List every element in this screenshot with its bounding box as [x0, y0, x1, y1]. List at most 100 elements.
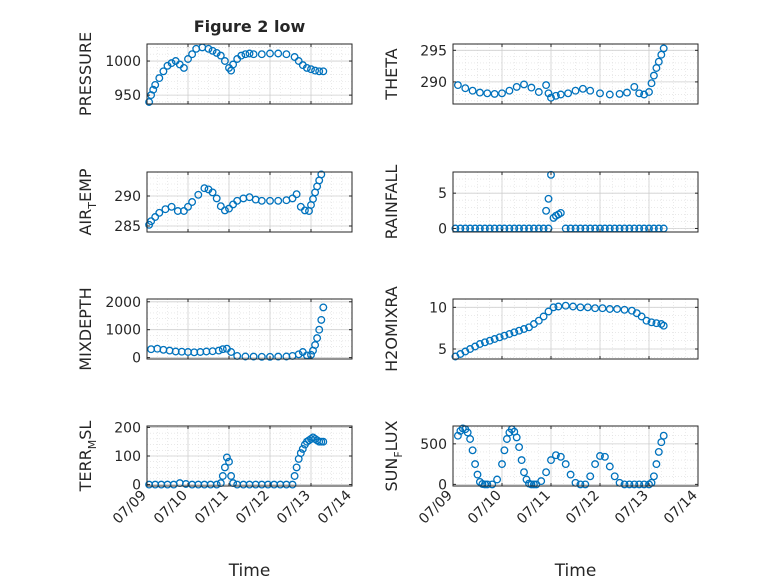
y-tick-label: 0 — [132, 478, 141, 494]
data-point — [274, 352, 283, 361]
y-tick-label: 0 — [438, 221, 447, 237]
data-point — [649, 472, 658, 481]
axes-box — [452, 425, 699, 487]
y-tick-label: 100 — [114, 449, 141, 465]
y-tick-label: 290 — [420, 75, 447, 91]
data-point — [561, 460, 570, 469]
data-point — [537, 477, 546, 486]
data-point — [657, 438, 666, 447]
data-point — [167, 59, 176, 68]
data-point — [257, 196, 266, 205]
data-point — [151, 213, 160, 221]
data-point — [288, 194, 297, 203]
data-point — [620, 480, 629, 489]
data-point — [642, 316, 651, 325]
data-point — [561, 301, 570, 310]
data-point — [151, 80, 160, 89]
data-point — [630, 82, 639, 91]
data-point — [227, 472, 236, 480]
data-point — [495, 333, 504, 342]
data-point — [204, 44, 213, 53]
data-point — [317, 170, 326, 179]
data-point — [480, 480, 489, 489]
data-point — [237, 51, 246, 60]
data-point — [591, 460, 600, 469]
data-point — [569, 302, 577, 311]
data-point — [220, 206, 229, 215]
data-point — [581, 480, 590, 489]
data-point — [473, 470, 482, 479]
data-point — [551, 451, 560, 460]
data-point — [315, 67, 324, 76]
data-point — [659, 44, 668, 53]
y-axis-label: H2OMIXRA — [382, 286, 401, 372]
axes-box — [146, 298, 353, 360]
data-point — [659, 321, 668, 330]
data-point — [319, 67, 328, 76]
data-point — [212, 194, 221, 203]
y-tick-label: 0 — [132, 351, 141, 367]
data-point — [500, 446, 509, 455]
data-point — [647, 79, 656, 88]
data-point — [468, 86, 477, 95]
data-point — [551, 91, 560, 100]
axes-box — [146, 171, 353, 233]
data-point — [542, 468, 551, 477]
data-point — [547, 456, 555, 465]
data-point — [635, 480, 644, 489]
y-axis-label: THETA — [382, 48, 401, 100]
data-point — [505, 86, 514, 95]
data-point — [298, 444, 307, 453]
data-point — [512, 82, 521, 91]
data-point — [556, 452, 565, 461]
data-point — [520, 325, 528, 333]
data-point — [292, 190, 301, 199]
data-point — [288, 480, 297, 489]
data-point — [315, 325, 324, 334]
data-point — [475, 88, 484, 97]
y-axis-label: RAINFALL — [382, 165, 401, 240]
data-point — [485, 336, 494, 345]
data-point — [241, 50, 250, 59]
y-tick-label: 295 — [420, 43, 447, 59]
data-point — [512, 433, 521, 442]
data-point — [266, 196, 274, 205]
data-point — [488, 480, 497, 489]
y-tick-label: 950 — [114, 88, 141, 104]
data-point — [208, 46, 217, 55]
data-point — [659, 431, 668, 440]
data-point — [463, 428, 472, 437]
y-axis-label: SUNFLUX — [382, 420, 405, 491]
x-tick-label: 07/11 — [192, 488, 232, 528]
data-point — [257, 50, 266, 59]
data-point — [220, 463, 229, 472]
data-point — [520, 80, 528, 89]
data-point — [319, 303, 328, 312]
panel-pressure: 950 1000 PRESSURE Figure 2 low — [76, 17, 353, 116]
data-point — [542, 206, 551, 215]
data-point — [586, 86, 595, 95]
data-point — [317, 315, 326, 324]
data-point — [522, 475, 531, 484]
data-point — [184, 202, 192, 211]
data-point — [200, 184, 209, 193]
data-point — [155, 74, 164, 83]
data-point — [605, 90, 614, 99]
data-point — [475, 340, 484, 348]
data-point — [480, 338, 489, 347]
data-point — [517, 456, 526, 465]
data-point — [188, 50, 197, 59]
data-point — [282, 50, 291, 59]
data-point — [500, 331, 509, 340]
data-point — [241, 352, 250, 361]
data-point — [290, 53, 299, 61]
x-axis-label: Time — [228, 561, 271, 581]
data-point — [591, 304, 600, 313]
x-tick-label: 07/12 — [563, 488, 603, 528]
data-point — [249, 352, 258, 361]
y-tick-label: 1000 — [105, 323, 141, 339]
y-tick-label: 1000 — [105, 54, 141, 70]
data-point — [645, 88, 653, 96]
data-point — [266, 49, 274, 58]
panel-air_temp: 285 290 AIRTEMP — [76, 168, 353, 236]
